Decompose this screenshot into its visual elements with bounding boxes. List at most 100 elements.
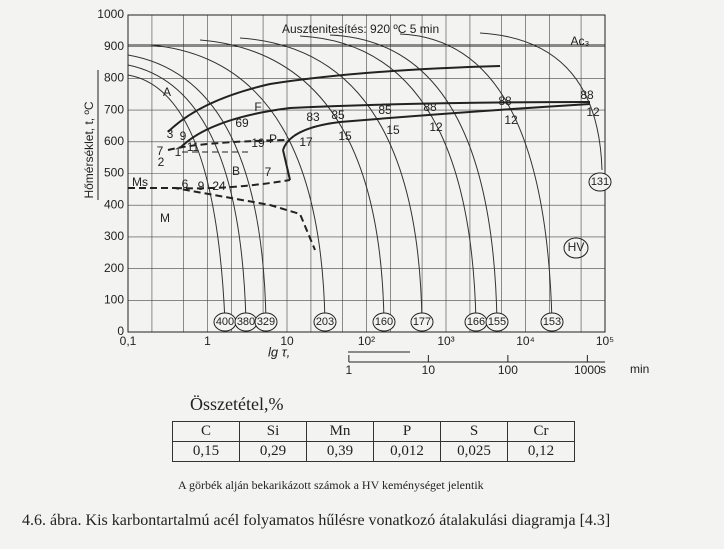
x-tick-label: 10⁴ — [516, 334, 535, 348]
x2-tick-label: 1 — [346, 363, 353, 377]
y-tick-label: 800 — [104, 71, 124, 85]
cooling-curve — [127, 74, 226, 323]
table-cell: Cr — [507, 421, 575, 442]
x2-tick-label: 100 — [498, 363, 518, 377]
hardness-label: 329 — [257, 316, 275, 328]
composition-table: C Si Mn P S Cr 0,15 0,29 0,39 0,012 0,025 0,12 — [172, 421, 575, 462]
grid — [127, 14, 606, 333]
region-label: F — [254, 100, 261, 114]
region-label: B — [232, 164, 240, 178]
fraction-label: 2 — [158, 155, 165, 169]
x2-unit: min — [630, 362, 649, 376]
ms-line — [128, 187, 316, 251]
y-tick-label: 500 — [104, 166, 124, 180]
table-cell: 0,15 — [172, 441, 240, 462]
cooling-curve — [329, 34, 498, 323]
hardness-circle — [485, 312, 509, 332]
hardness-circle — [254, 312, 278, 332]
title: Ausztenitesítés: 920 ºC 5 min — [282, 22, 439, 36]
y-tick-label: 1000 — [97, 7, 124, 21]
ferrite-end — [179, 101, 591, 149]
fraction-label: 88 — [580, 88, 594, 102]
caption: 4.6. ábra. Kis karbontartalmú acél folya… — [22, 512, 611, 529]
cct-diagram: s min lg τ, Ausztenitesítés: 920 ºC 5 mi… — [82, 7, 649, 377]
cooling-curve — [239, 37, 423, 323]
composition-title: Összetétel,% — [190, 394, 284, 414]
y-tick-label: 200 — [104, 261, 124, 275]
hardness-label: 380 — [237, 316, 255, 328]
hardness-label: 400 — [216, 316, 234, 328]
fraction-label: 69 — [235, 116, 249, 130]
fraction-label: 85 — [331, 108, 345, 122]
bainite-start — [167, 139, 286, 151]
cooling-curve — [149, 44, 326, 323]
bainite-end — [174, 179, 291, 190]
fraction-label: 9 — [198, 179, 205, 193]
hardness-label: 155 — [488, 316, 506, 328]
table-cell: S — [440, 421, 508, 442]
fraction-label: 24 — [212, 179, 226, 193]
y-tick-label: 100 — [104, 292, 124, 306]
fraction-label: 7 — [157, 144, 164, 158]
region-label: P — [269, 132, 277, 146]
cooling-curves — [127, 32, 603, 323]
cooling-curve — [127, 64, 247, 323]
fraction-label: 83 — [306, 110, 320, 124]
y-tick-label: 700 — [104, 102, 124, 116]
x-tick-label: 10⁵ — [596, 334, 614, 348]
hardness-label: 177 — [413, 316, 431, 328]
cooling-curve — [479, 32, 603, 171]
fraction-label: 12 — [429, 120, 443, 134]
hv-circle — [563, 237, 589, 259]
y-tick-label: 900 — [104, 39, 124, 53]
hardness-circle — [588, 172, 612, 192]
hardness-label: 131 — [591, 176, 609, 188]
fraction-label: 15 — [386, 123, 400, 137]
table-cell: 0,39 — [306, 441, 374, 462]
hv-label: HV — [568, 240, 585, 254]
hardness-circle — [372, 312, 396, 332]
y-tick-label: 300 — [104, 229, 124, 243]
fraction-label: 6 — [182, 177, 189, 191]
table-cell: Mn — [306, 421, 374, 442]
y-label: Hőmérséklet, t, ºC — [82, 101, 96, 198]
table-cell: C — [172, 421, 240, 442]
fraction-label: 3 — [167, 127, 174, 141]
x-tick-label: 0,1 — [120, 334, 137, 348]
hardness-label: 153 — [543, 316, 561, 328]
hardness-label: 166 — [467, 316, 485, 328]
cooling-curve — [199, 39, 385, 323]
fraction-label: 88 — [423, 100, 437, 114]
x-tick-label: 10 — [280, 334, 294, 348]
ferrite-start — [167, 65, 501, 133]
fraction-label: 15 — [338, 129, 352, 143]
fraction-label: 12 — [504, 113, 518, 127]
fraction-label: 1 — [175, 145, 182, 159]
x-label: lg τ, — [268, 344, 290, 359]
note: A görbék alján bekarikázott számok a HV … — [178, 478, 484, 492]
fraction-label: 88 — [498, 94, 512, 108]
fraction-label: 9 — [180, 129, 187, 143]
table-cell: 0,12 — [507, 441, 575, 462]
fraction-label: 11 — [187, 140, 200, 154]
x2-tick-label: 10 — [422, 363, 436, 377]
transformation-lines — [128, 44, 605, 251]
cooling-curve — [399, 33, 553, 323]
region-label: Ac₃ — [571, 34, 590, 48]
fraction-label: 12 — [586, 105, 600, 119]
table-cell: Si — [239, 421, 307, 442]
x-unit: s — [600, 362, 606, 376]
region-label: A — [163, 85, 171, 99]
hardness-circle — [410, 312, 434, 332]
table-cell: 0,29 — [239, 441, 307, 462]
table-cell: 0,012 — [373, 441, 441, 462]
x2-tick-label: 1000 — [574, 363, 601, 377]
hardness-circle — [313, 312, 337, 332]
x-tick-label: 10³ — [437, 334, 454, 348]
table-cell: P — [373, 421, 441, 442]
pearlite-end — [282, 149, 291, 181]
x-tick-label: 1 — [204, 334, 211, 348]
region-label: M — [160, 211, 170, 225]
fraction-label: 85 — [378, 103, 392, 117]
